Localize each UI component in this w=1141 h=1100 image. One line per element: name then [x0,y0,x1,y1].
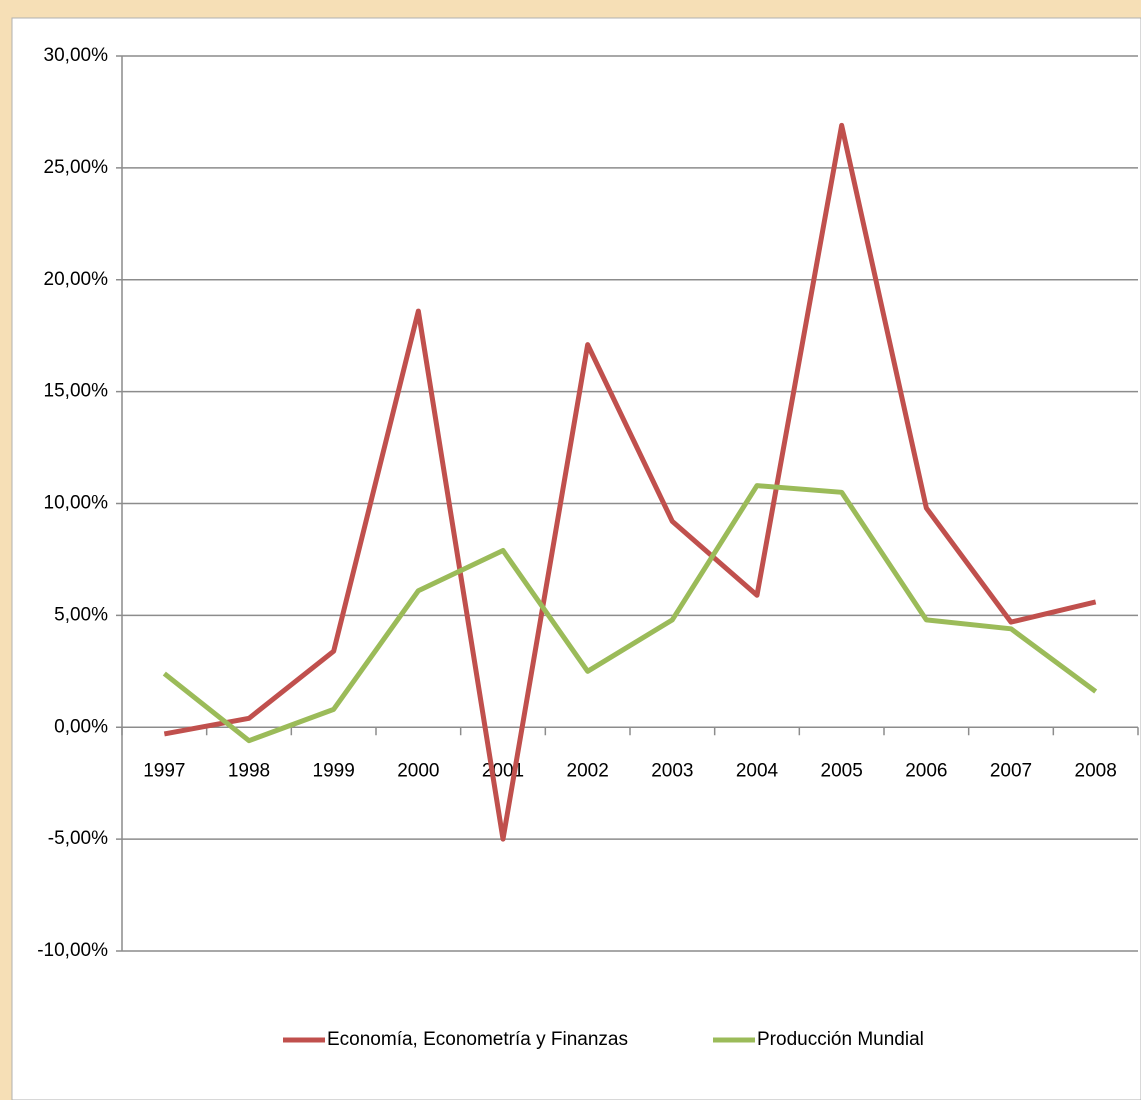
x-tick-label: 1999 [313,760,355,781]
x-tick-label: 1998 [228,760,270,781]
y-tick-label: -10,00% [37,940,108,961]
y-tick-label: 30,00% [44,45,109,66]
legend-label: Economía, Econometría y Finanzas [327,1029,628,1050]
x-tick-label: 2006 [905,760,947,781]
x-tick-label: 2004 [736,760,779,781]
y-tick-label: -5,00% [48,828,108,849]
y-tick-label: 5,00% [54,604,108,625]
y-tick-label: 15,00% [44,381,109,402]
y-tick-label: 25,00% [44,157,109,178]
series-line [162,483,1098,744]
y-tick-label: 20,00% [44,269,109,290]
x-tick-label: 2002 [567,760,609,781]
y-tick-label: 10,00% [44,493,109,514]
x-tick-label: 2005 [821,760,863,781]
x-tick-label: 2008 [1075,760,1117,781]
chart-area [11,17,1141,1100]
x-tick-label: 1997 [143,760,185,781]
y-tick-label: 0,00% [54,716,108,737]
legend-label: Producción Mundial [757,1029,924,1050]
series-line [163,122,1097,842]
x-tick-label: 2000 [397,760,439,781]
x-tick-label: 2007 [990,760,1032,781]
x-tick-label: 2003 [651,760,693,781]
